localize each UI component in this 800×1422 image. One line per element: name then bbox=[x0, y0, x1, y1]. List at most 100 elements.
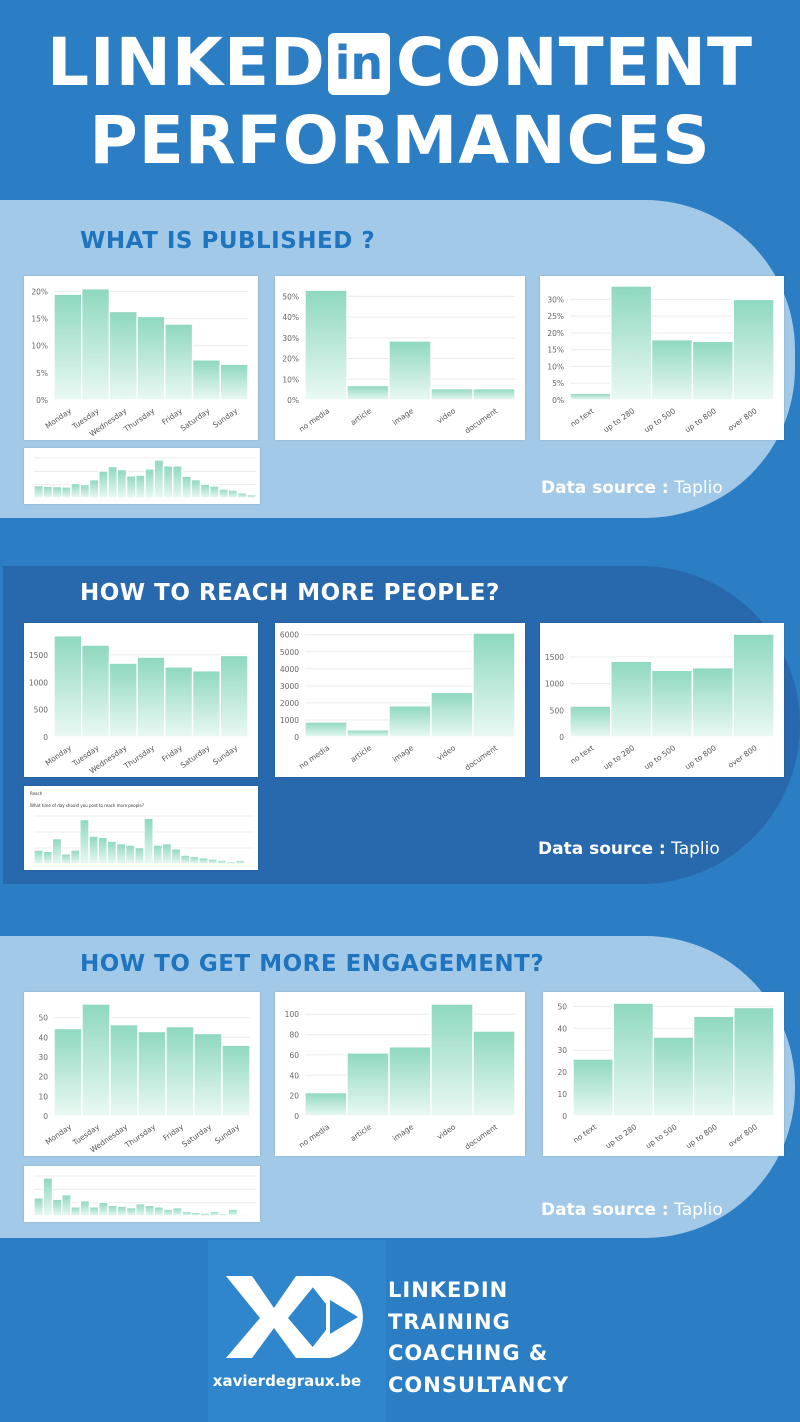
bar bbox=[472, 387, 516, 401]
y-tick-label: 5% bbox=[36, 369, 48, 378]
x-tick-label: Sunday bbox=[211, 743, 240, 767]
bar bbox=[199, 483, 211, 499]
y-tick-label: 0 bbox=[562, 1112, 567, 1121]
bar bbox=[79, 483, 91, 499]
bar bbox=[51, 485, 63, 499]
y-tick-label: 2000 bbox=[280, 699, 299, 708]
data-source: Data source : Taplio bbox=[538, 839, 720, 859]
y-tick-label: 20 bbox=[38, 1073, 48, 1082]
x-tick-label: Monday bbox=[44, 406, 74, 431]
bar bbox=[153, 1206, 165, 1217]
bar bbox=[88, 835, 99, 865]
x-tick-label: document bbox=[463, 406, 499, 435]
section-title: HOW TO REACH MORE PEOPLE? bbox=[80, 580, 500, 606]
y-tick-label: 60 bbox=[289, 1051, 299, 1060]
bar bbox=[136, 656, 166, 738]
y-tick-label: 20 bbox=[557, 1068, 567, 1077]
xd-logo-icon bbox=[226, 1276, 363, 1358]
bar bbox=[33, 849, 44, 865]
y-tick-label: 100 bbox=[285, 1010, 300, 1019]
bar bbox=[572, 1058, 614, 1117]
y-tick-label: 0 bbox=[43, 733, 48, 742]
bar bbox=[189, 855, 200, 865]
bar bbox=[191, 359, 221, 401]
section-title: HOW TO GET MORE ENGAGEMENT? bbox=[80, 951, 545, 977]
x-tick-label: up to 280 bbox=[602, 406, 637, 434]
chart-card: Reach What time of day should you post to… bbox=[24, 786, 258, 870]
x-tick-label: article bbox=[349, 1122, 374, 1143]
bar bbox=[209, 1210, 220, 1217]
bar bbox=[134, 846, 145, 865]
y-tick-label: 3000 bbox=[280, 682, 299, 691]
y-tick-label: 5000 bbox=[280, 648, 299, 657]
page-title-line-2: PERFORMANCES bbox=[89, 102, 711, 179]
bar bbox=[153, 459, 165, 499]
x-tick-label: over 800 bbox=[726, 743, 759, 770]
x-tick-label: image bbox=[391, 406, 416, 427]
bar bbox=[650, 338, 694, 401]
bar bbox=[650, 669, 694, 738]
chart-engagement-by-media: 0 20 40 60 80 100 no media article image video doc… bbox=[285, 1003, 516, 1151]
bar bbox=[198, 856, 209, 865]
bar bbox=[346, 729, 390, 738]
bar bbox=[108, 310, 138, 401]
x-tick-label: up to 800 bbox=[684, 1122, 719, 1150]
bar bbox=[610, 285, 653, 401]
bar bbox=[227, 1208, 239, 1217]
bar bbox=[179, 854, 191, 865]
section-title: WHAT IS PUBLISHED ? bbox=[80, 228, 376, 254]
data-source: Data source : Taplio bbox=[541, 1200, 723, 1220]
y-tick-label: 50 bbox=[38, 1014, 48, 1023]
y-tick-label: 15% bbox=[31, 315, 48, 324]
bar bbox=[190, 478, 202, 499]
y-tick-label: 0 bbox=[294, 733, 299, 742]
chart-reach-by-day: 050010001500MondayTuesdayWednesdayThursd… bbox=[29, 635, 249, 776]
bar bbox=[430, 387, 474, 401]
bar bbox=[304, 289, 348, 401]
y-tick-label: 500 bbox=[34, 706, 49, 715]
bar bbox=[246, 493, 257, 499]
bar bbox=[53, 293, 83, 401]
bar bbox=[227, 489, 239, 499]
bar bbox=[144, 468, 155, 499]
bar bbox=[143, 817, 154, 865]
bar bbox=[42, 485, 54, 499]
bar bbox=[124, 844, 136, 865]
y-tick-label: 40 bbox=[38, 1033, 48, 1042]
y-tick-label: 10 bbox=[38, 1092, 48, 1101]
y-tick-label: 30% bbox=[547, 295, 564, 304]
bar bbox=[164, 323, 194, 401]
y-tick-label: 30 bbox=[557, 1046, 567, 1055]
y-tick-label: 5% bbox=[552, 379, 564, 388]
x-tick-label: no text bbox=[569, 743, 596, 766]
bar bbox=[106, 840, 118, 865]
y-tick-label: 50 bbox=[557, 1002, 567, 1011]
y-tick-label: 40 bbox=[289, 1071, 299, 1080]
data-source-label: Data source : bbox=[538, 839, 666, 859]
x-tick-label: Sunday bbox=[211, 406, 240, 430]
y-tick-label: 1000 bbox=[29, 678, 48, 687]
bar bbox=[610, 660, 653, 738]
y-tick-label: 1500 bbox=[545, 653, 564, 662]
bar bbox=[107, 1204, 118, 1217]
chart-card: 0 500 1000 1500 Monday Tuesday Wednesday Thursd… bbox=[24, 623, 258, 777]
bar bbox=[388, 705, 432, 738]
x-tick-label: up to 800 bbox=[683, 743, 718, 771]
data-source-label: Data source : bbox=[541, 1200, 669, 1220]
y-tick-label: 10% bbox=[31, 342, 48, 351]
title-word-content: CONTENT bbox=[395, 24, 754, 101]
y-tick-label: 10% bbox=[547, 362, 564, 371]
chart-engagement-by-length: 0 10 20 30 40 50 no text up to 280 up to 500 up t… bbox=[557, 1002, 775, 1150]
y-tick-label: 20% bbox=[547, 329, 564, 338]
bar bbox=[346, 384, 390, 401]
chart-card: 0 10 20 30 40 50 no text up to 280 up to 500 up t… bbox=[543, 992, 784, 1156]
bar bbox=[125, 475, 137, 499]
bar bbox=[61, 1193, 72, 1217]
x-tick-label: over 800 bbox=[726, 1122, 759, 1149]
x-tick-label: document bbox=[463, 1122, 499, 1151]
chart-card: 0 1000 2000 3000 4000 5000 6000 no media article… bbox=[275, 623, 525, 777]
bar bbox=[81, 644, 111, 738]
y-tick-label: 50% bbox=[282, 292, 299, 301]
x-tick-label: Saturday bbox=[180, 1122, 213, 1149]
bar bbox=[181, 1210, 192, 1217]
